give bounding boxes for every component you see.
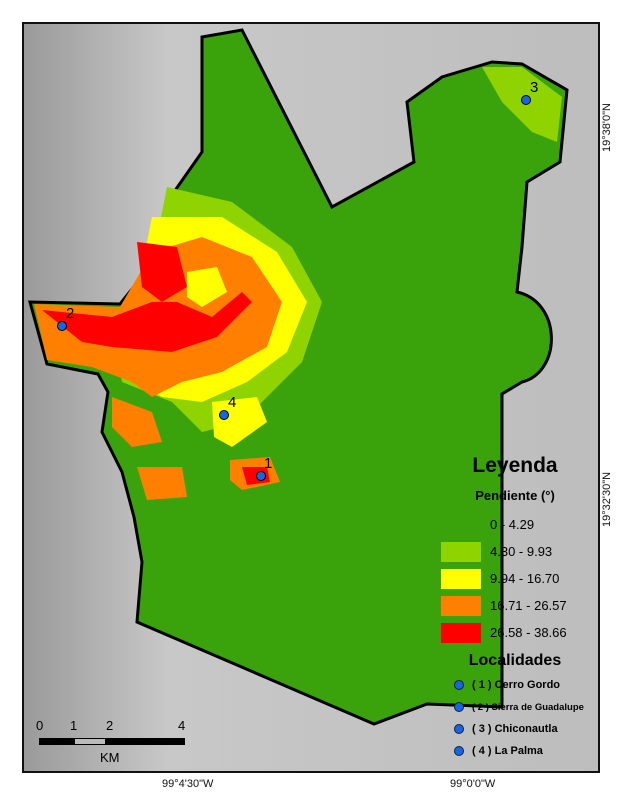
scale-tick: 4 bbox=[178, 718, 186, 733]
class-label: 4.30 - 9.93 bbox=[490, 544, 553, 559]
locality-item: ( 4 ) La Palma bbox=[454, 740, 598, 762]
marker-label-4: 4 bbox=[228, 394, 236, 411]
marker-3[interactable] bbox=[521, 95, 531, 105]
map-canvas: 1 2 3 4 bbox=[24, 24, 598, 771]
locality-label: ( 4 ) La Palma bbox=[472, 745, 543, 757]
locality-label: ( 3 ) Chiconautla bbox=[472, 723, 558, 735]
marker-label-3: 3 bbox=[530, 79, 538, 96]
class-label: 26.58 - 38.66 bbox=[490, 625, 567, 640]
legend: Leyenda Pendiente (°) 0 - 4.29 4.30 - 9.… bbox=[432, 450, 598, 762]
map-frame: 1 2 3 4 bbox=[22, 22, 600, 773]
class-label: 0 - 4.29 bbox=[490, 517, 535, 532]
lat-label-top: 19°38'0"N bbox=[601, 103, 613, 152]
localities-title: Localidades bbox=[468, 652, 562, 669]
marker-label-1: 1 bbox=[264, 455, 272, 472]
scale-tick: 1 bbox=[70, 718, 78, 733]
locality-label: ( 1 ) Cerro Gordo bbox=[472, 679, 561, 691]
swatch bbox=[441, 595, 481, 616]
scale-tick: 2 bbox=[106, 718, 114, 733]
swatch bbox=[441, 541, 481, 562]
swatch bbox=[441, 568, 481, 589]
locality-label: ( 2 ) Sierra de Guadalupe bbox=[472, 701, 584, 713]
marker-2[interactable] bbox=[57, 321, 67, 331]
class-label: 9.94 - 16.70 bbox=[490, 571, 560, 586]
dot-icon bbox=[454, 724, 464, 734]
marker-1[interactable] bbox=[256, 471, 266, 481]
slope-title: Pendiente (°) bbox=[475, 488, 555, 503]
locality-markers: 1 2 3 4 bbox=[57, 79, 538, 481]
study-area-boundary bbox=[28, 28, 569, 726]
scale-unit: KM bbox=[100, 750, 120, 765]
scale-bar-graphic bbox=[39, 738, 185, 745]
locality-item: ( 1 ) Cerro Gordo bbox=[454, 674, 598, 696]
dot-icon bbox=[454, 680, 464, 690]
legend-class: 16.71 - 26.57 bbox=[432, 592, 598, 619]
marker-4[interactable] bbox=[219, 410, 229, 420]
locality-item: ( 2 ) Sierra de Guadalupe bbox=[454, 696, 598, 718]
locality-item: ( 3 ) Chiconautla bbox=[454, 718, 598, 740]
marker-label-2: 2 bbox=[66, 305, 74, 322]
legend-class: 26.58 - 38.66 bbox=[432, 619, 598, 646]
scale-tick: 0 bbox=[36, 718, 44, 733]
legend-title: Leyenda bbox=[472, 454, 558, 477]
legend-class: 0 - 4.29 bbox=[432, 511, 598, 538]
dot-icon bbox=[454, 746, 464, 756]
dot-icon bbox=[454, 702, 464, 712]
swatch bbox=[441, 514, 481, 535]
slope-zones bbox=[34, 67, 562, 500]
legend-class: 9.94 - 16.70 bbox=[432, 565, 598, 592]
class-label: 16.71 - 26.57 bbox=[490, 598, 567, 613]
lat-label-bottom: 19°32'30"N bbox=[601, 471, 613, 527]
legend-class: 4.30 - 9.93 bbox=[432, 538, 598, 565]
swatch bbox=[441, 622, 481, 643]
lon-label-right: 99°0'0"W bbox=[450, 778, 496, 790]
lon-label-left: 99°4'30"W bbox=[162, 778, 214, 790]
